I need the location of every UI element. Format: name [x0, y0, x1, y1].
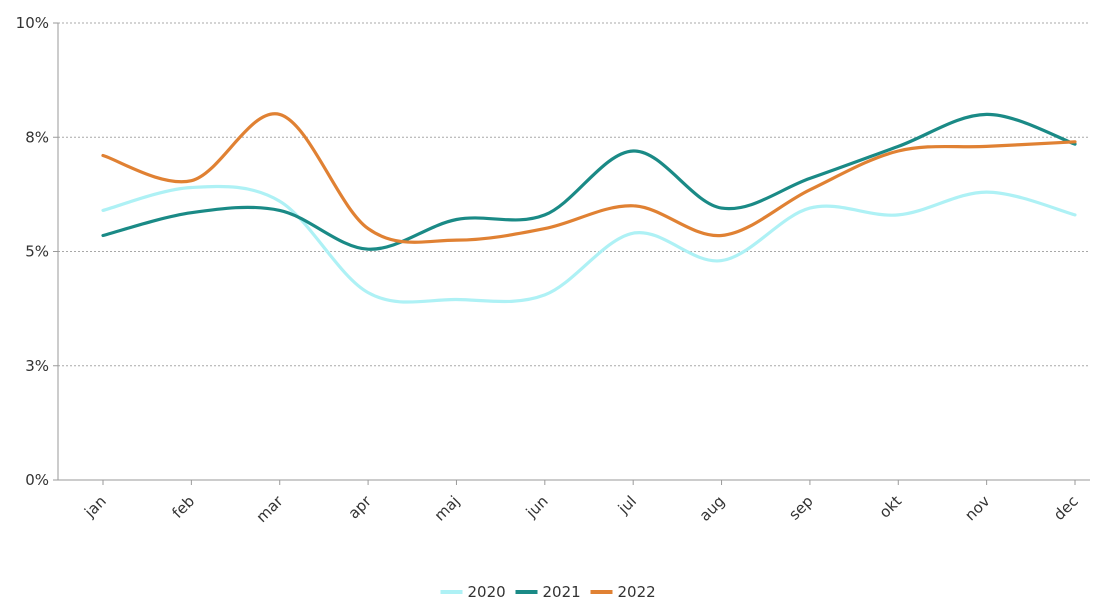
x-tick-label: dec: [1050, 492, 1082, 524]
legend: 2020 2021 2022: [440, 583, 656, 601]
x-axis-ticks: jan feb mar apr maj jun jul aug sep okt nov dec: [80, 480, 1082, 526]
x-tick-label: aug: [696, 492, 729, 525]
series-line-2020: [101, 184, 1077, 304]
x-tick-label: maj: [431, 492, 464, 525]
series-lines: [101, 112, 1077, 304]
series-line-2021: [101, 112, 1077, 251]
y-tick-label: 8%: [25, 128, 49, 146]
grid-lines: [58, 22, 1090, 367]
x-tick-label: feb: [168, 492, 198, 522]
x-tick-label: jul: [614, 492, 640, 518]
y-axis-ticks: 0% 3% 5% 8% 10%: [16, 14, 58, 489]
x-tick-label: apr: [345, 492, 376, 523]
x-tick-label: okt: [876, 492, 906, 522]
legend-label: 2021: [543, 583, 581, 601]
y-tick-label: 0%: [25, 471, 49, 489]
x-tick-label: sep: [785, 492, 817, 524]
x-tick-label: jun: [522, 492, 552, 522]
legend-label: 2022: [618, 583, 656, 601]
y-tick-label: 10%: [16, 14, 49, 32]
x-tick-label: jan: [80, 492, 110, 522]
y-tick-label: 5%: [25, 243, 49, 261]
x-tick-label: mar: [253, 492, 288, 527]
x-tick-label: nov: [961, 492, 993, 524]
y-tick-label: 3%: [25, 357, 49, 375]
legend-label: 2020: [468, 583, 506, 601]
series-line-2022: [101, 112, 1077, 244]
